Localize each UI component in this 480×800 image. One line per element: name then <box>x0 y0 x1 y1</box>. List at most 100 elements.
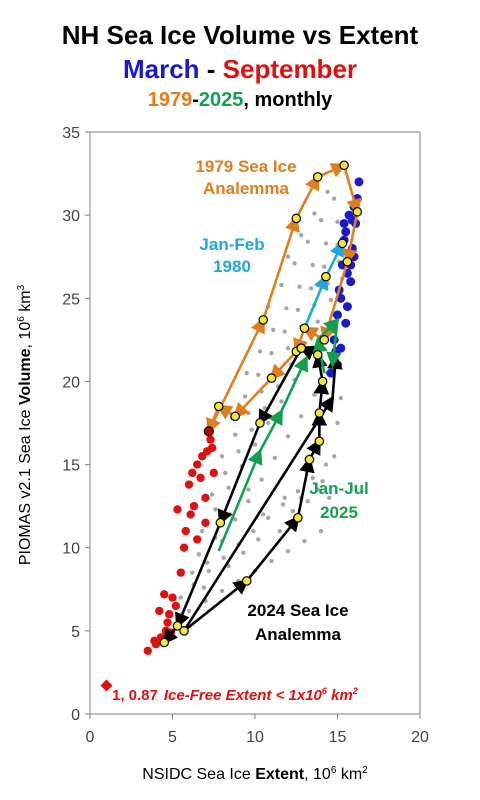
scatter-point-other-year <box>310 262 315 268</box>
subtitle-year-start: 1979 <box>147 89 193 111</box>
analemma-1979-september-point <box>203 426 214 437</box>
scatter-point-september <box>193 460 202 469</box>
annotation-ice-free: 1, 0.87 Ice-Free Extent < 1x106 km2 <box>112 686 358 704</box>
annotation-jan-jul-2025: Jan-Jul 2025 <box>309 479 369 522</box>
scatter-point-other-year <box>318 217 324 223</box>
x-axis-label: NSIDC Sea Ice Extent, 106 km2 <box>142 765 368 783</box>
scatter-point-other-year <box>277 528 282 534</box>
scatter-point-other-year <box>320 479 325 484</box>
scatter-point-other-year <box>299 414 304 419</box>
scatter-point-march <box>333 310 342 320</box>
analemma-2024-extra-segment <box>182 395 335 632</box>
scatter-point-other-year <box>233 432 238 437</box>
y-tick-label: 25 <box>62 291 80 308</box>
scatter-point-september <box>188 468 197 478</box>
scatter-point-other-year <box>236 449 241 454</box>
subtitle-year-end: 2025 <box>198 89 244 111</box>
analemma-1979-segment <box>342 211 359 265</box>
chart-subtitle-years: 1979-2025, monthly <box>0 86 480 114</box>
scatter-point-other-year <box>213 507 218 512</box>
scatter-point-other-year <box>312 211 317 216</box>
subtitle-dash: - <box>199 54 223 84</box>
scatter-point-september <box>143 646 152 656</box>
scatter-point-other-year <box>338 395 343 401</box>
scatter-point-other-year <box>285 548 291 554</box>
scatter-point-september <box>163 618 172 627</box>
analemma-1979-point <box>213 401 224 412</box>
scatter-point-september <box>165 610 174 619</box>
scatter-point-other-year <box>223 470 228 476</box>
analemma-2024-point <box>215 517 226 528</box>
scatter-point-other-year <box>196 552 202 557</box>
scatter-point-other-year <box>251 528 256 534</box>
jan-feb-1980-segment <box>324 240 344 278</box>
scatter-point-other-year <box>315 319 320 324</box>
analemma-2024-point <box>312 350 323 360</box>
x-tick-label: 20 <box>411 729 429 746</box>
scatter-point-march <box>354 177 364 187</box>
jan-feb-1980-point <box>337 238 348 249</box>
scatter-point-other-year <box>246 498 251 504</box>
jan-jul-2025-segment <box>217 448 263 552</box>
analemma-1979-segment <box>269 350 298 381</box>
scatter-point-march <box>346 277 356 287</box>
scatter-point-other-year <box>219 588 225 594</box>
scatter-point-other-year <box>328 297 334 303</box>
analemma-2024-point <box>317 376 328 387</box>
scatter-point-other-year <box>323 462 329 467</box>
analemma-1979-point <box>299 323 310 334</box>
analemma-2024-point <box>304 454 315 465</box>
scatter-point-september <box>155 606 164 616</box>
analemma-2024-segment <box>245 515 300 582</box>
analemma-1979-segment <box>295 174 320 220</box>
scatter-point-other-year <box>295 488 301 494</box>
y-tick-label: 20 <box>62 374 80 391</box>
y-axis-label: PIOMAS v2.1 Sea Ice Volume, 106 km3 <box>16 284 34 565</box>
scatter-point-other-year <box>279 282 284 288</box>
scatter-point-march <box>341 318 351 328</box>
y-tick-label: 10 <box>62 541 80 558</box>
scatter-point-other-year <box>280 502 286 507</box>
scatter-point-other-year <box>256 537 261 542</box>
scatter-point-other-year <box>312 392 317 397</box>
scatter-point-other-year <box>318 528 324 534</box>
scatter-point-other-year <box>246 410 251 416</box>
analemma-2024-point <box>172 621 183 631</box>
jan-feb-1980-segment <box>303 273 329 329</box>
analemma-2024-point <box>296 343 306 353</box>
scatter-point-other-year <box>325 189 330 195</box>
analemma-2024-point <box>293 512 303 523</box>
analemma-1979-segment <box>233 377 273 419</box>
y-tick-label: 5 <box>71 624 80 641</box>
scatter-point-other-year <box>209 492 215 497</box>
scatter-point-other-year <box>285 434 291 439</box>
chart-title: NH Sea Ice Volume vs Extent <box>61 20 419 50</box>
scatter-point-other-year <box>259 477 264 482</box>
scatter-point-other-year <box>308 286 314 291</box>
analemma-1979-point <box>266 373 277 383</box>
scatter-point-other-year <box>269 350 274 356</box>
analemma-1979-point <box>312 172 323 182</box>
analemma-1979-point <box>352 207 363 217</box>
scatter-point-other-year <box>252 442 258 447</box>
ice-free-diamond <box>100 679 113 692</box>
scatter-point-september <box>193 535 202 544</box>
scatter-point-other-year <box>236 578 241 584</box>
scatter-point-other-year <box>266 420 271 426</box>
annotation-jan-feb-1980: Jan-Feb 1980 <box>199 235 264 276</box>
scatter-point-september <box>189 501 199 511</box>
x-tick-label: 15 <box>329 729 347 746</box>
scatter-point-march <box>342 302 352 312</box>
scatter-point-other-year <box>315 487 320 492</box>
scatter-point-other-year <box>305 498 310 504</box>
x-tick-label: 10 <box>246 729 264 746</box>
scatter-point-other-year <box>269 558 274 564</box>
scatter-point-other-year <box>201 585 207 590</box>
scatter-point-other-year <box>297 284 302 289</box>
scatter-point-september <box>201 493 210 503</box>
analemma-2024-point <box>159 637 170 648</box>
scatter-point-other-year <box>256 372 261 377</box>
scatter-point-other-year <box>332 196 337 201</box>
scatter-point-september <box>186 510 195 519</box>
analemma-2024-point <box>255 418 265 428</box>
